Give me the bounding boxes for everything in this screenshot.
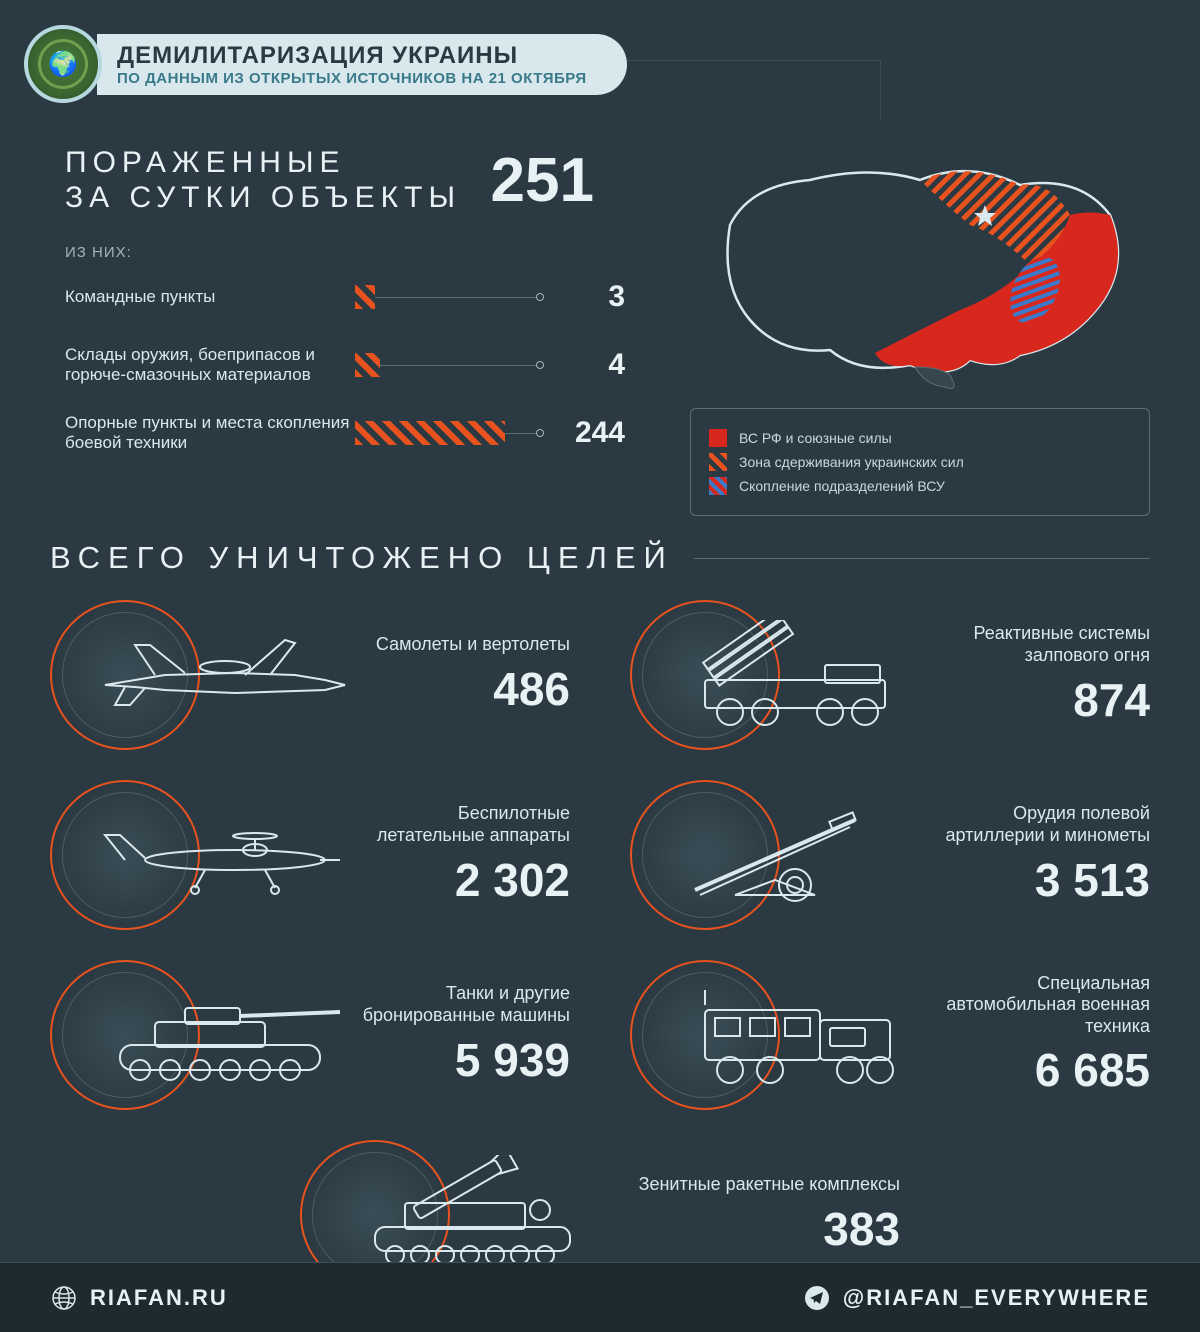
stat-bar xyxy=(355,353,380,377)
daily-title: ПОРАЖЕННЫЕ ЗА СУТКИ ОБЪЕКТЫ xyxy=(65,146,461,215)
drone-icon xyxy=(95,795,355,915)
target-value: 383 xyxy=(610,1202,900,1256)
targets-grid: Самолеты и вертолеты 486 xyxy=(50,600,1150,1290)
target-label: Реактивные системы залпового огня xyxy=(940,623,1150,666)
globe-icon xyxy=(50,1284,78,1312)
footer: RIAFAN.RU @RIAFAN_EVERYWHERE xyxy=(0,1262,1200,1332)
stat-row: Опорные пункты и места скопления боевой … xyxy=(65,409,625,457)
daily-total: 251 xyxy=(490,145,593,216)
target-item-truck: Специальная автомобильная военная техник… xyxy=(630,960,1150,1110)
stat-value: 244 xyxy=(555,416,625,450)
logo-icon: 🌍 xyxy=(24,25,102,103)
target-value: 486 xyxy=(360,662,570,716)
daily-sublabel: ИЗ НИХ: xyxy=(65,244,625,261)
legend-item: Зона сдерживания украинских сил xyxy=(709,453,1131,471)
sam-icon xyxy=(345,1155,605,1275)
ukraine-map-icon xyxy=(690,135,1150,395)
footer-telegram: @RIAFAN_EVERYWHERE xyxy=(803,1284,1150,1312)
map-region: ВС РФ и союзные силы Зона сдерживания ук… xyxy=(690,135,1150,516)
stat-bar xyxy=(355,285,375,309)
target-item-tank: Танки и другие бронированные машины 5 93… xyxy=(50,960,570,1110)
legend-swatch-icon xyxy=(709,477,727,495)
map-legend: ВС РФ и союзные силы Зона сдерживания ук… xyxy=(690,408,1150,516)
target-label: Беспилотные летательные аппараты xyxy=(360,803,570,846)
target-item-aircraft: Самолеты и вертолеты 486 xyxy=(50,600,570,750)
daily-section: ПОРАЖЕННЫЕ ЗА СУТКИ ОБЪЕКТЫ 251 ИЗ НИХ: … xyxy=(65,145,625,477)
target-item-artillery: Орудия полевой артиллерии и минометы 3 5… xyxy=(630,780,1150,930)
stat-label: Опорные пункты и места скопления боевой … xyxy=(65,413,355,454)
stat-label: Командные пункты xyxy=(65,287,355,307)
footer-website: RIAFAN.RU xyxy=(50,1284,228,1312)
legend-swatch-icon xyxy=(709,453,727,471)
target-item-drone: Беспилотные летательные аппараты 2 302 xyxy=(50,780,570,930)
mlrs-icon xyxy=(675,615,935,735)
stat-value: 4 xyxy=(555,348,625,382)
legend-item: Скопление подразделений ВСУ xyxy=(709,477,1131,495)
legend-item: ВС РФ и союзные силы xyxy=(709,429,1131,447)
target-label: Зенитные ракетные комплексы xyxy=(610,1174,900,1196)
header-subtitle: ПО ДАННЫМ ИЗ ОТКРЫТЫХ ИСТОЧНИКОВ НА 21 О… xyxy=(117,70,587,87)
target-label: Самолеты и вертолеты xyxy=(360,634,570,656)
target-value: 3 513 xyxy=(940,853,1150,907)
header: 🌍 ДЕМИЛИТАРИЗАЦИЯ УКРАИНЫ ПО ДАННЫМ ИЗ О… xyxy=(0,25,627,103)
header-text: ДЕМИЛИТАРИЗАЦИЯ УКРАИНЫ ПО ДАННЫМ ИЗ ОТК… xyxy=(97,34,627,95)
target-value: 2 302 xyxy=(360,853,570,907)
target-value: 6 685 xyxy=(940,1043,1150,1097)
legend-swatch-icon xyxy=(709,429,727,447)
stat-row: Склады оружия, боеприпасов и горюче-смаз… xyxy=(65,341,625,389)
tank-icon xyxy=(95,975,355,1095)
header-title: ДЕМИЛИТАРИЗАЦИЯ УКРАИНЫ xyxy=(117,42,587,70)
target-label: Специальная автомобильная военная техник… xyxy=(940,973,1150,1038)
stat-value: 3 xyxy=(555,280,625,314)
stat-bar xyxy=(355,421,505,445)
truck-icon xyxy=(675,975,935,1095)
target-item-mlrs: Реактивные системы залпового огня 874 xyxy=(630,600,1150,750)
telegram-icon xyxy=(803,1284,831,1312)
stat-label: Склады оружия, боеприпасов и горюче-смаз… xyxy=(65,345,355,386)
target-label: Орудия полевой артиллерии и минометы xyxy=(940,803,1150,846)
target-label: Танки и другие бронированные машины xyxy=(360,983,570,1026)
artillery-icon xyxy=(675,795,935,915)
stat-row: Командные пункты 3 xyxy=(65,273,625,321)
jet-icon xyxy=(95,615,355,735)
target-value: 874 xyxy=(940,673,1150,727)
totals-title: ВСЕГО УНИЧТОЖЕНО ЦЕЛЕЙ xyxy=(50,540,1150,576)
target-value: 5 939 xyxy=(360,1033,570,1087)
